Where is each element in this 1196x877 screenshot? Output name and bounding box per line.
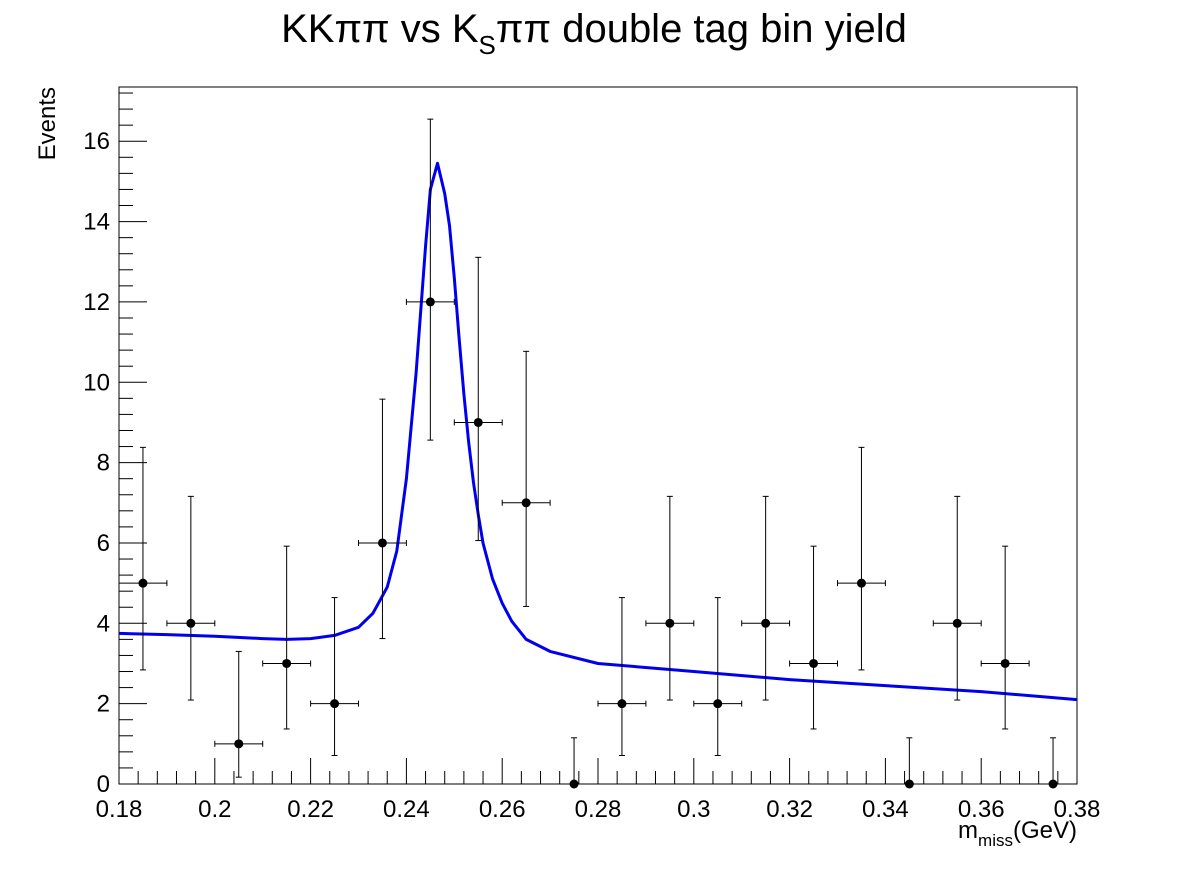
data-point <box>1048 737 1058 789</box>
data-marker <box>569 779 579 789</box>
data-point <box>904 737 914 789</box>
data-marker <box>138 578 148 588</box>
data-marker <box>1048 779 1058 789</box>
data-point <box>358 398 407 640</box>
data-point <box>837 446 886 671</box>
data-point <box>214 650 264 778</box>
x-tick-label: 0.26 <box>479 796 526 823</box>
data-marker <box>330 699 340 709</box>
y-tick-label: 10 <box>83 369 110 396</box>
fit-curve <box>118 161 1078 702</box>
x-tick-label: 0.36 <box>958 796 1005 823</box>
data-point <box>741 495 791 701</box>
x-axis-label-main: m <box>958 817 978 844</box>
plot-frame <box>118 86 1078 785</box>
data-marker <box>904 779 914 789</box>
data-point <box>569 737 579 789</box>
x-tick-label: 0.3 <box>677 796 710 823</box>
data-point <box>693 597 743 756</box>
data-marker <box>1000 658 1010 668</box>
data-marker <box>521 498 531 508</box>
data-point <box>932 495 982 701</box>
y-tick-label: 0 <box>97 771 110 798</box>
data-point <box>597 597 647 756</box>
y-tick-label: 12 <box>83 289 110 316</box>
data-point <box>405 118 455 441</box>
y-tick-label: 6 <box>97 530 110 557</box>
y-tick-label: 2 <box>97 691 110 718</box>
x-tick-label: 0.32 <box>766 796 813 823</box>
x-axis-label: mmiss(GeV) <box>958 817 1077 850</box>
chart-title: KKππ vs KSππ double tag bin yield <box>281 7 907 60</box>
data-point <box>980 545 1030 730</box>
data-marker <box>856 578 866 588</box>
y-tick-label: 8 <box>97 450 110 477</box>
data-marker <box>761 618 771 628</box>
data-marker <box>617 699 627 709</box>
x-tick-label: 0.38 <box>1054 796 1101 823</box>
axis-ticks <box>118 92 1078 785</box>
y-axis-label: Events <box>34 87 61 160</box>
data-marker <box>473 417 483 427</box>
data-point <box>262 545 312 730</box>
y-tick-label: 16 <box>83 128 110 155</box>
data-point <box>310 597 359 756</box>
fit-layer <box>118 161 1078 702</box>
data-marker <box>809 658 819 668</box>
x-tick-label: 0.24 <box>383 796 430 823</box>
y-tick-label: 4 <box>97 610 110 637</box>
x-axis-label-sub: miss <box>978 831 1013 850</box>
data-marker <box>234 739 244 749</box>
data-marker <box>665 618 675 628</box>
y-tick-label: 14 <box>83 209 110 236</box>
data-marker <box>425 297 435 307</box>
data-point <box>789 545 838 730</box>
data-point <box>453 256 503 542</box>
data-point <box>118 446 168 671</box>
data-points <box>118 118 1058 789</box>
x-tick-label: 0.18 <box>96 796 143 823</box>
chart-title-tail: ππ double tag bin yield <box>496 7 907 51</box>
data-marker <box>186 618 196 628</box>
chart-title-main: KKππ vs K <box>281 7 479 51</box>
axis-tick-labels: 0.18 0.2 0.22 0.24 0.26 0.28 0.3 0.32 0.34 0.36 0.… <box>83 128 1100 823</box>
data-marker <box>377 538 387 548</box>
x-tick-label: 0.22 <box>287 796 334 823</box>
data-point <box>501 350 551 607</box>
data-marker <box>713 699 723 709</box>
x-axis-label-tail: (GeV) <box>1013 817 1077 844</box>
data-marker <box>952 618 962 628</box>
x-tick-label: 0.34 <box>862 796 909 823</box>
data-point <box>645 495 695 701</box>
data-point <box>166 495 216 701</box>
data-marker <box>282 658 292 668</box>
x-tick-label: 0.28 <box>575 796 622 823</box>
chart-title-sub: S <box>479 30 496 60</box>
x-tick-label: 0.2 <box>198 796 231 823</box>
